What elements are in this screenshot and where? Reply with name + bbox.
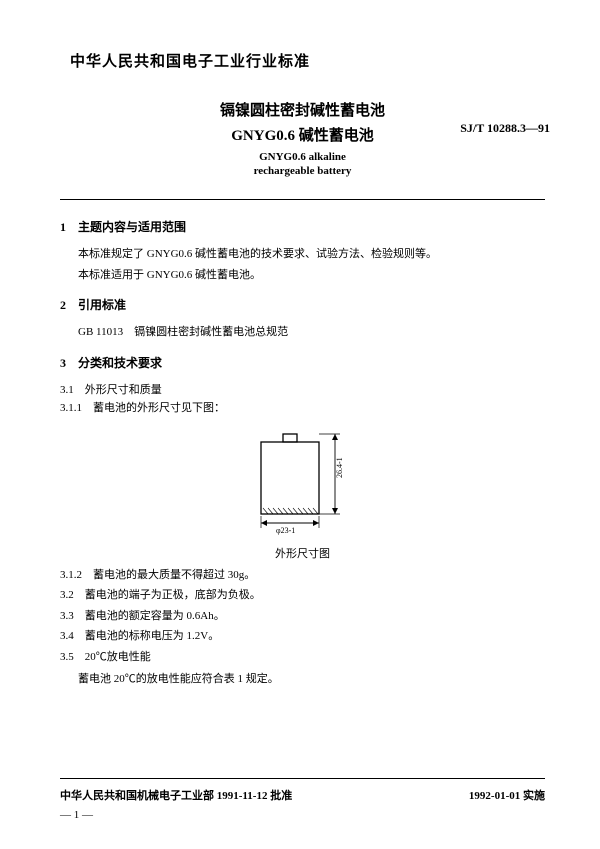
item-3-1-1: 3.1.1 蓄电池的外形尺寸见下图： (60, 400, 545, 418)
divider-bottom (60, 778, 545, 779)
approval-text: 中华人民共和国机械电子工业部 1991-11-12 批准 (60, 787, 292, 803)
item-3-5-p: 蓄电池 20℃的放电性能应符合表 1 规定。 (78, 670, 545, 689)
title-block: 镉镍圆柱密封碱性蓄电池 GNYG0.6 碱性蓄电池 SJ/T 10288.3—9… (60, 99, 545, 177)
width-dim-label: φ23-1 (276, 526, 295, 535)
title-en-line2: rechargeable battery (60, 165, 545, 177)
item-3-2: 3.2 蓄电池的端子为正极，底部为负极。 (60, 587, 545, 605)
item-3-1: 3.1 外形尺寸和质量 (60, 381, 545, 397)
item-3-1-2: 3.1.2 蓄电池的最大质量不得超过 30g。 (60, 567, 545, 585)
section-2-p1: GB 11013 镉镍圆柱密封碱性蓄电池总规范 (78, 323, 545, 342)
effective-date: 1992-01-01 实施 (469, 787, 545, 803)
section-1-p2: 本标准适用于 GNYG0.6 碱性蓄电池。 (78, 266, 545, 285)
page-number: — 1 — (60, 809, 545, 821)
title-zh-line1: 镉镍圆柱密封碱性蓄电池 (60, 99, 545, 120)
org-title: 中华人民共和国电子工业行业标准 (70, 50, 545, 71)
page-footer: 中华人民共和国机械电子工业部 1991-11-12 批准 1992-01-01 … (60, 762, 545, 821)
standard-code: SJ/T 10288.3—91 (460, 121, 550, 136)
item-3-5: 3.5 20℃放电性能 (60, 649, 545, 667)
section-1-heading: 1 主题内容与适用范围 (60, 218, 545, 235)
section-2-heading: 2 引用标准 (60, 296, 545, 313)
section-3-heading: 3 分类和技术要求 (60, 354, 545, 371)
section-1-p1: 本标准规定了 GNYG0.6 碱性蓄电池的技术要求、试验方法、检验规则等。 (78, 245, 545, 264)
figure-caption: 外形尺寸图 (60, 545, 545, 561)
item-3-3: 3.3 蓄电池的额定容量为 0.6Ah。 (60, 608, 545, 626)
height-dim-label: 26.4-1 (335, 457, 344, 478)
item-3-4: 3.4 蓄电池的标称电压为 1.2V。 (60, 628, 545, 646)
divider-top (60, 199, 545, 200)
dimension-figure: 26.4-1 φ23-1 外形尺寸图 (60, 426, 545, 561)
title-en-line1: GNYG0.6 alkaline (60, 151, 545, 163)
